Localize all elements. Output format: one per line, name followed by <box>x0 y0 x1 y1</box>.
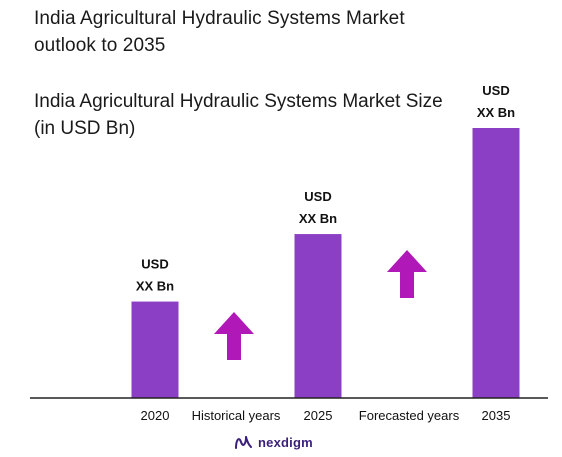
x-tick-2020: 2020 <box>141 408 170 423</box>
growth-arrow-historical-icon <box>214 312 254 360</box>
period-label-historical: Historical years <box>192 408 281 423</box>
bar-2025 <box>294 234 342 398</box>
bar-2020 <box>131 301 179 398</box>
chart-title: India Agricultural Hydraulic Systems Mar… <box>34 8 405 56</box>
data-label-2020-line1: USD <box>141 257 168 272</box>
period-label-forecast: Forecasted years <box>359 408 460 423</box>
data-label-2035-line1: USD <box>482 83 509 98</box>
data-label-2025-line2: XX Bn <box>299 211 337 226</box>
nexdigm-logo-icon <box>235 436 252 449</box>
growth-arrow-forecast-icon <box>387 250 427 298</box>
data-label-2035-line2: XX Bn <box>477 105 515 120</box>
data-label-2025-line1: USD <box>304 189 331 204</box>
data-label-2020-line2: XX Bn <box>136 279 174 294</box>
brand-logo: nexdigm <box>233 432 313 452</box>
brand-name: nexdigm <box>258 434 313 450</box>
chart-subtitle: India Agricultural Hydraulic Systems Mar… <box>34 91 443 139</box>
x-tick-2025: 2025 <box>304 408 333 423</box>
bar-2035 <box>472 128 520 398</box>
x-tick-2035: 2035 <box>482 408 511 423</box>
